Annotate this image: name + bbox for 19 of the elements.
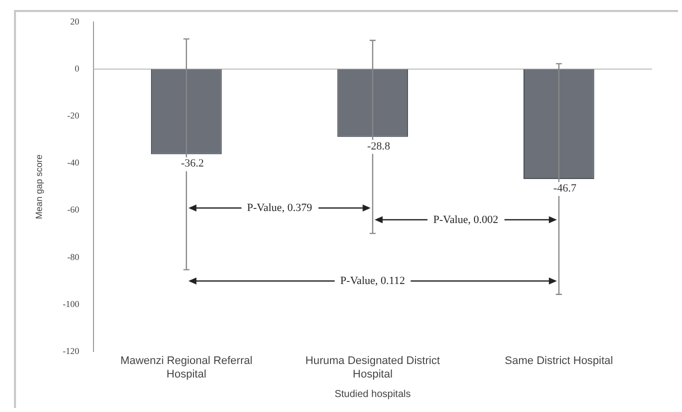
x-tick-label: Mawenzi Regional Referral Hospital bbox=[120, 355, 252, 380]
data-label: -46.7 bbox=[553, 182, 577, 194]
y-tick-label: -20 bbox=[67, 110, 80, 121]
y-tick-label: 0 bbox=[74, 63, 80, 74]
x-tick-label: Huruma Designated District Hospital bbox=[305, 355, 440, 380]
y-tick-label: -100 bbox=[62, 298, 80, 309]
y-tick-label: -60 bbox=[67, 204, 80, 215]
data-label: -28.8 bbox=[367, 140, 391, 152]
y-axis-title: Mean gap score bbox=[34, 154, 44, 220]
x-axis-title: Studied hospitals bbox=[334, 388, 411, 400]
annotation: P-Value, 0.379 bbox=[240, 202, 318, 214]
y-tick-label: -40 bbox=[67, 158, 80, 168]
annotation: P-Value, 0.112 bbox=[334, 274, 411, 287]
data-label: -36.2 bbox=[180, 158, 204, 170]
annotation: P-Value, 0.002 bbox=[427, 214, 504, 226]
y-tick-label: -120 bbox=[62, 346, 80, 356]
y-tick-label: -80 bbox=[67, 252, 80, 262]
x-tick-label: Same District Hospital bbox=[504, 355, 613, 368]
y-tick-label: 20 bbox=[70, 16, 80, 26]
